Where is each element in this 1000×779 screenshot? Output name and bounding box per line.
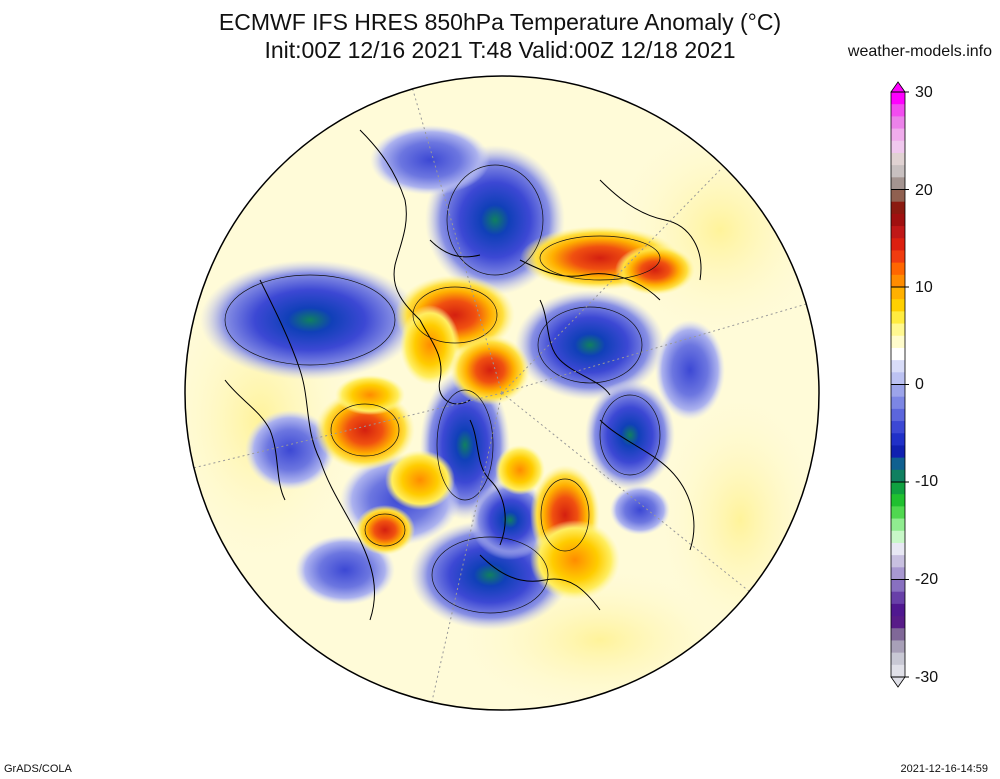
colorbar-cell xyxy=(891,116,905,130)
graticule xyxy=(185,79,819,710)
colorbar-cell xyxy=(891,128,905,142)
colorbar-cell xyxy=(891,567,905,580)
colorbar-cell xyxy=(891,299,905,312)
colorbar-max-arrow xyxy=(890,81,906,93)
colorbar-cell xyxy=(891,421,905,434)
colorbar-cell xyxy=(891,238,905,251)
colorbar-ticks xyxy=(891,91,909,678)
cold-anomaly-central-siberia xyxy=(515,290,665,400)
colorbar-cell xyxy=(891,542,905,556)
colorbar-cell xyxy=(891,347,905,361)
colorbar-cell xyxy=(891,311,905,325)
colorbar-cell xyxy=(891,384,905,398)
colorbar-label-0: 0 xyxy=(915,376,924,393)
brand-label: weather-models.info xyxy=(847,43,992,60)
colorbar-cell xyxy=(891,177,905,190)
colorbar-cell xyxy=(891,652,905,666)
warm-anomaly-central-asia xyxy=(450,335,530,405)
colorbar-cell xyxy=(891,323,905,337)
colorbar-cell xyxy=(891,640,905,654)
colorbar-cell xyxy=(891,664,905,678)
colorbar-cell xyxy=(891,152,905,166)
map-boundary xyxy=(184,75,820,711)
colorbar-label-neg10: -10 xyxy=(915,473,939,490)
colorbar-cell xyxy=(891,408,905,422)
chart-title: ECMWF IFS HRES 850hPa Temperature Anomal… xyxy=(218,9,782,35)
colorbar-cell xyxy=(891,372,905,385)
colorbar-label-10: 10 xyxy=(915,279,933,296)
colorbar-cell xyxy=(891,457,905,471)
colorbar-cell xyxy=(891,287,905,300)
colorbar-cell xyxy=(891,433,905,446)
colorbar-cell xyxy=(891,213,905,227)
colorbar-cells xyxy=(891,92,905,678)
colorbar-label-neg30: -30 xyxy=(915,669,939,686)
colorbar-cell xyxy=(891,104,905,117)
colorbar-cell xyxy=(891,396,905,410)
colorbar-cell xyxy=(891,628,905,641)
chart-subtitle: Init:00Z 12/16 2021 T:48 Valid:00Z 12/18… xyxy=(264,37,736,63)
colorbar-cell xyxy=(891,445,905,459)
colorbar-cell xyxy=(891,616,905,629)
coastlines xyxy=(224,129,702,621)
colorbar-label-neg20: -20 xyxy=(915,571,939,588)
colorbar-cell xyxy=(891,360,905,373)
footer-software: GrADS/COLA xyxy=(4,763,72,775)
colorbar-cell xyxy=(891,603,905,617)
colorbar-cell xyxy=(891,140,905,154)
colorbar-cell xyxy=(891,165,905,178)
colorbar-cell xyxy=(891,226,905,239)
colorbar-cell xyxy=(891,555,905,568)
colorbar-min-arrow xyxy=(890,676,906,688)
colorbar-cell xyxy=(891,530,905,544)
colorbar-cell xyxy=(891,189,905,203)
colorbar-label-30: 30 xyxy=(915,84,933,101)
colorbar-cell xyxy=(891,579,905,593)
colorbar-cell xyxy=(891,494,905,507)
colorbar-cell xyxy=(891,518,905,532)
footer-timestamp: 2021-12-16-14:59 xyxy=(900,763,988,775)
colorbar-cell xyxy=(891,274,905,288)
colorbar-label-20: 20 xyxy=(915,182,933,199)
colorbar-cell xyxy=(891,335,905,349)
contour-lines xyxy=(224,164,661,614)
cold-anomaly-west-siberia xyxy=(200,260,420,380)
colorbar-cell xyxy=(891,469,905,483)
colorbar-cell xyxy=(891,506,905,520)
colorbar-cell xyxy=(891,250,905,264)
anomaly-field xyxy=(185,76,819,710)
cold-anomaly-alaska xyxy=(585,380,675,490)
colorbar-cell xyxy=(891,92,905,105)
colorbar-cell xyxy=(891,262,905,276)
colorbar-cell xyxy=(891,201,905,215)
colorbar-cell xyxy=(891,482,905,495)
colorbar-cell xyxy=(891,591,905,605)
warm-anomaly-japan xyxy=(355,505,415,555)
